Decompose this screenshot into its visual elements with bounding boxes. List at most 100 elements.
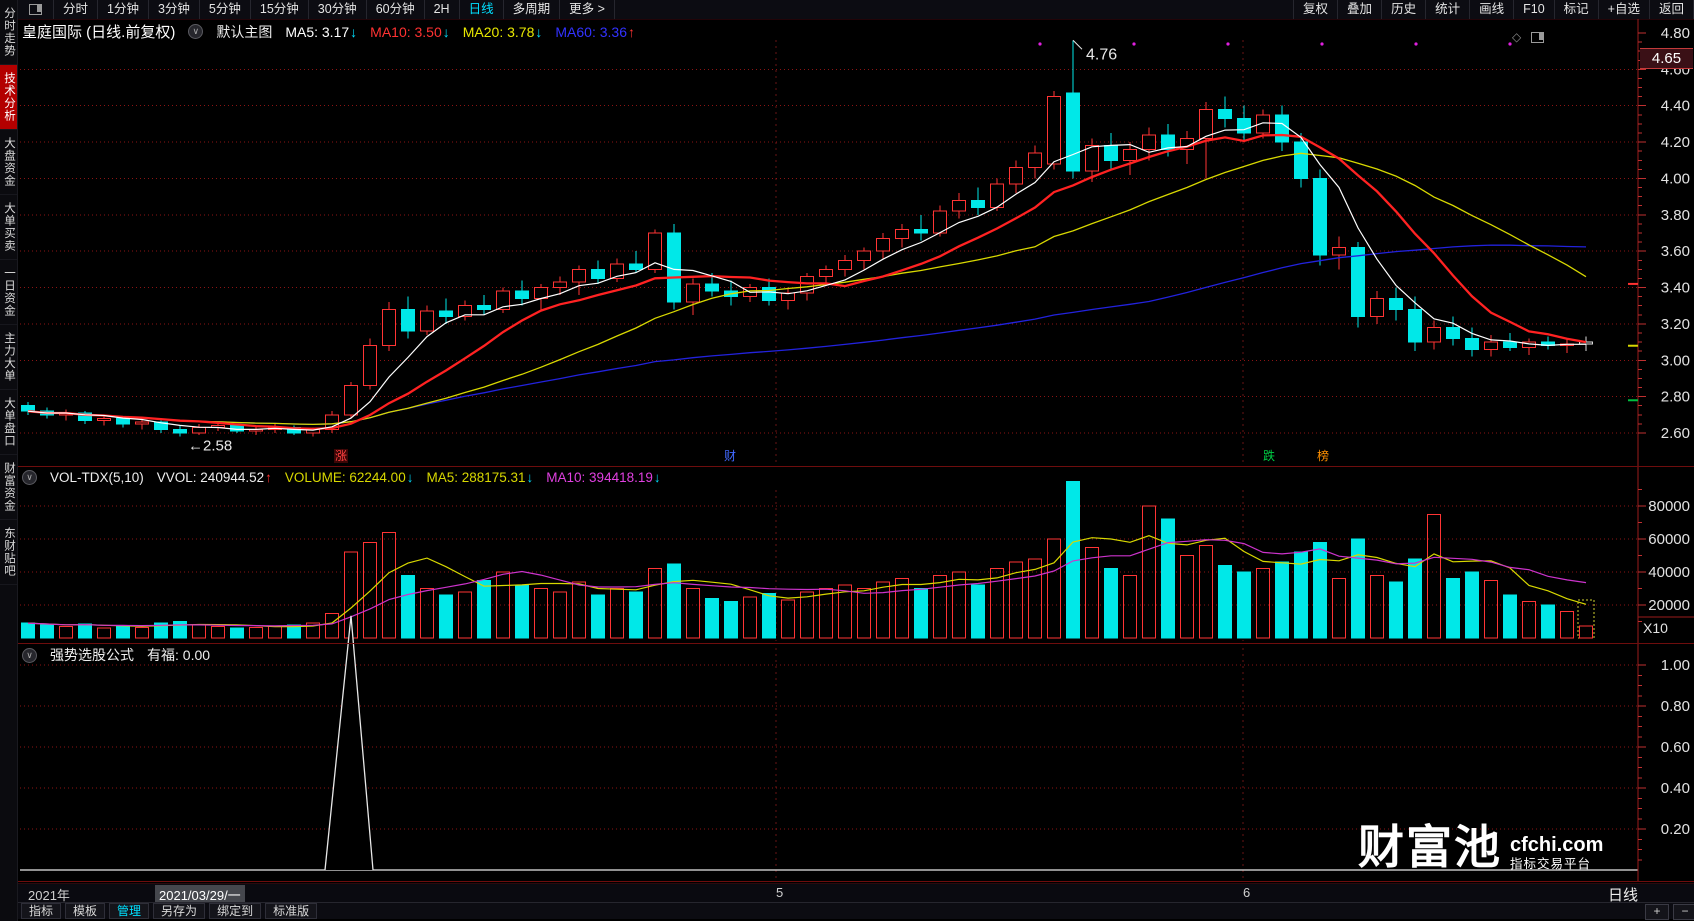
sidebar-item-一日资金[interactable]: 一日资金 <box>0 260 17 325</box>
candle-body <box>1408 308 1422 343</box>
candle-body <box>572 268 586 283</box>
ma-line <box>27 133 1587 430</box>
volume-bar <box>1161 518 1175 639</box>
toolbar-指标[interactable]: 指标 <box>21 903 62 919</box>
down-arrow-icon: ↓ <box>526 470 534 485</box>
tool-统计[interactable]: 统计 <box>1425 0 1469 19</box>
candle-body <box>1047 96 1061 165</box>
collapse-chevron-icon[interactable]: ∨ <box>22 470 37 485</box>
volume-bar <box>1275 561 1289 639</box>
volume-bar <box>914 588 928 639</box>
down-arrow-icon: ↓ <box>442 23 450 40</box>
zoom-out-button[interactable]: − <box>1673 904 1694 920</box>
period-1分钟[interactable]: 1分钟 <box>97 0 148 19</box>
sidebar-item-大盘资金[interactable]: 大盘资金 <box>0 130 17 195</box>
toolbar-另存为[interactable]: 另存为 <box>153 903 206 919</box>
candle-body <box>515 290 529 299</box>
panel-icon[interactable] <box>1529 30 1546 46</box>
tool-F10[interactable]: F10 <box>1513 0 1554 19</box>
period-60分钟[interactable]: 60分钟 <box>365 0 424 19</box>
toolbar-标准版[interactable]: 标准版 <box>265 903 318 919</box>
sidebar-item-分时走势[interactable]: 分时走势 <box>0 0 17 65</box>
tool-叠加[interactable]: 叠加 <box>1337 0 1381 19</box>
volume-bar <box>705 597 719 639</box>
toolbar-模板[interactable]: 模板 <box>65 903 106 919</box>
overlay-label[interactable]: 默认主图 <box>216 23 273 40</box>
period-15分钟[interactable]: 15分钟 <box>249 0 308 19</box>
indicator-value: VVOL: 240944.52↑ <box>156 470 272 485</box>
tool-画线[interactable]: 画线 <box>1469 0 1513 19</box>
tool-标记[interactable]: 标记 <box>1553 0 1598 19</box>
down-arrow-icon: ↓ <box>406 470 414 485</box>
sidebar-item-大单盘口[interactable]: 大单盘口 <box>0 390 17 455</box>
sidebar-item-主力大单[interactable]: 主力大单 <box>0 325 17 390</box>
volume-bar <box>800 591 814 639</box>
axis-label: 3.40 <box>1661 280 1690 297</box>
tool-+自选[interactable]: +自选 <box>1597 0 1649 19</box>
candle-body <box>971 199 985 209</box>
window-icon[interactable] <box>17 0 53 19</box>
volume-bar <box>496 571 510 639</box>
volume-bar <box>895 578 909 639</box>
toolbar-绑定到[interactable]: 绑定到 <box>209 903 262 919</box>
volume-bar <box>192 624 206 639</box>
period-更多 >[interactable]: 更多 > <box>559 0 615 19</box>
marker-涨[interactable]: 涨 <box>334 449 349 463</box>
date-label: 2021/03/29/一 <box>155 885 245 904</box>
magenta-dot <box>1508 42 1512 46</box>
volume-bar <box>1541 604 1555 639</box>
volume-bar <box>268 625 282 639</box>
volume-bar <box>230 627 244 639</box>
ma-values: MA5: 3.17↓ MA10: 3.50↓ MA20: 3.78↓ MA60: 3.… <box>285 24 635 40</box>
candle-body <box>952 199 966 212</box>
collapse-chevron-icon[interactable]: ∨ <box>188 24 204 39</box>
pane3-indicator-name[interactable]: 强势选股公式 <box>50 647 134 663</box>
marker-跌[interactable]: 跌 <box>1263 449 1276 463</box>
period-分时[interactable]: 分时 <box>53 0 97 19</box>
sidebar-item-技术分析[interactable]: 技术分析 <box>0 65 17 130</box>
chart-canvas[interactable]: 4.804.604.404.204.003.803.603.403.203.00… <box>17 19 1694 921</box>
volume-indicator-name[interactable]: VOL-TDX(5,10) <box>50 470 144 485</box>
marker-榜[interactable]: 榜 <box>1317 449 1330 463</box>
axis-label: 80000 <box>1648 498 1690 515</box>
period-日线[interactable]: 日线 <box>458 0 503 19</box>
tool-返回[interactable]: 返回 <box>1648 0 1694 19</box>
candle-body <box>1066 92 1080 172</box>
candle-body <box>401 308 415 332</box>
ma-line <box>27 535 1587 628</box>
volume-bar <box>1123 574 1137 639</box>
toolbar-管理[interactable]: 管理 <box>109 903 150 919</box>
candle-body <box>819 268 833 278</box>
volume-bar <box>135 626 149 639</box>
axis-label: 4.80 <box>1661 25 1690 42</box>
tool-复权[interactable]: 复权 <box>1293 0 1337 19</box>
diamond-icon[interactable]: ◇ <box>1512 30 1522 44</box>
zoom-in-button[interactable]: + <box>1645 904 1669 920</box>
volume-bar <box>1199 545 1213 639</box>
sidebar-item-大单买卖[interactable]: 大单买卖 <box>0 195 17 260</box>
period-3分钟[interactable]: 3分钟 <box>147 0 199 19</box>
sidebar-item-财富资金[interactable]: 财富资金 <box>0 455 17 520</box>
sidebar-item-东财贴吧[interactable]: 东财贴吧 <box>0 520 17 585</box>
candle-body <box>1370 297 1384 318</box>
tool-历史[interactable]: 历史 <box>1381 0 1425 19</box>
axis-label: 0.20 <box>1661 821 1690 838</box>
collapse-chevron-icon[interactable]: ∨ <box>22 647 37 663</box>
period-30分钟[interactable]: 30分钟 <box>307 0 366 19</box>
indicator-value: MA10: 394418.19↓ <box>546 470 661 485</box>
volume-bar <box>1294 551 1308 639</box>
volume-bar <box>572 581 586 639</box>
volume-bar <box>1503 594 1517 639</box>
volume-bar <box>1484 579 1498 639</box>
period-多周期[interactable]: 多周期 <box>502 0 560 19</box>
axis-label: 1.00 <box>1661 657 1690 674</box>
period-2H[interactable]: 2H <box>423 0 459 19</box>
period-5分钟[interactable]: 5分钟 <box>198 0 250 19</box>
marker-财[interactable]: 财 <box>724 449 737 463</box>
symbol-title: 皇庭国际 (日线.前复权) <box>22 24 176 41</box>
candle-body <box>781 292 795 301</box>
period-label[interactable]: 日线 <box>1608 887 1639 904</box>
volume-bar <box>610 588 624 639</box>
tools-menu: 复权 叠加 历史 统计 画线 F10 标记 +自选 返回 <box>1293 0 1694 19</box>
candle-body <box>1503 341 1517 349</box>
